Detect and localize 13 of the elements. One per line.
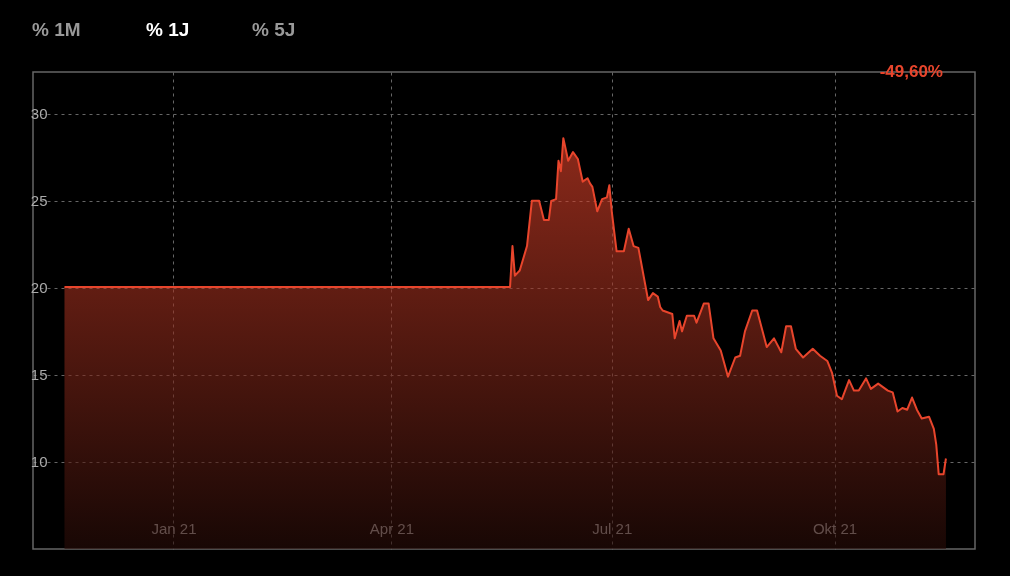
y-tick-label: 30	[30, 105, 48, 123]
y-tick-label: 15	[30, 366, 48, 384]
y-tick-label: 20	[30, 279, 48, 297]
text: % 1M	[32, 19, 81, 40]
x-tick-label: Apr 21	[369, 519, 414, 537]
x-tick-label: Jan 21	[151, 519, 197, 537]
x-tick-label: Okt 21	[812, 519, 858, 537]
text: % 1J	[146, 19, 190, 40]
text: % 5J	[252, 19, 296, 40]
x-tick-label: Jul 21	[592, 519, 633, 537]
y-tick-label: 10	[30, 453, 48, 471]
y-tick-label: 25	[30, 192, 48, 210]
annotation: -49,60%	[879, 62, 943, 81]
